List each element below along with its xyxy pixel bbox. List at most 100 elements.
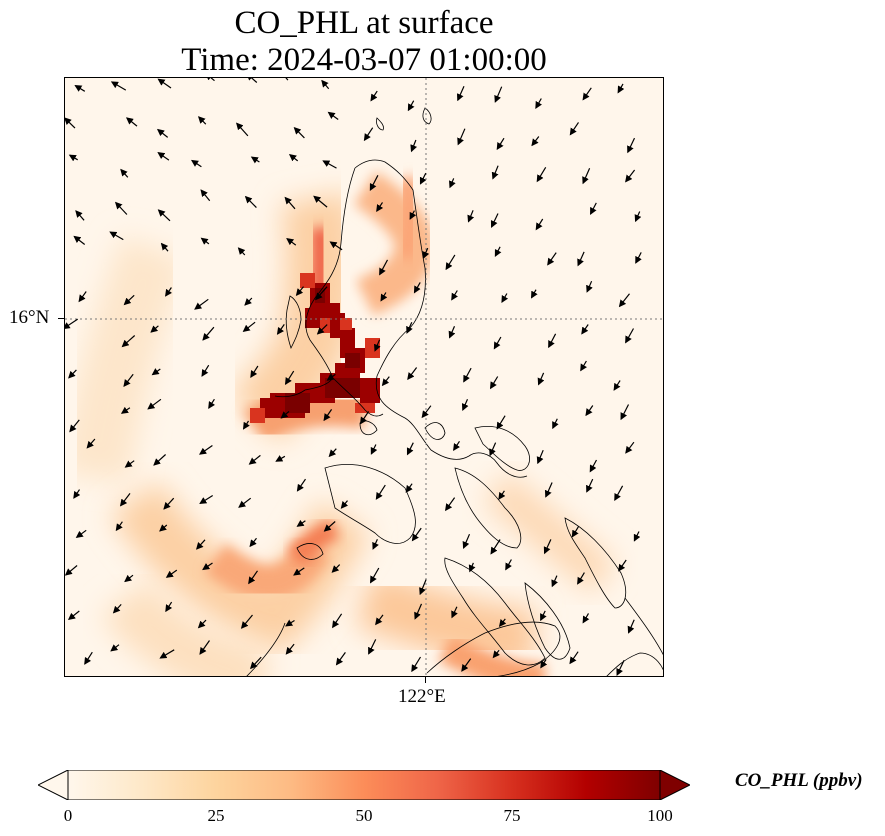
wind-arrow — [163, 497, 175, 510]
wind-arrow — [493, 336, 502, 350]
wind-arrow — [326, 373, 336, 381]
wind-arrow — [494, 246, 502, 257]
wind-arrow — [370, 567, 380, 584]
wind-arrow — [406, 321, 413, 334]
wind-arrow — [124, 574, 134, 583]
wind-arrow — [407, 100, 415, 112]
wind-arrow — [456, 86, 465, 102]
wind-arrow — [147, 398, 162, 410]
wind-arrow — [244, 195, 257, 209]
wind-arrow — [618, 559, 627, 572]
wind-arrow — [375, 614, 384, 626]
wind-arrow — [505, 559, 512, 571]
wind-arrow — [498, 490, 506, 500]
wind-arrow — [581, 324, 589, 335]
wind-arrow — [616, 659, 625, 676]
wind-arrow — [490, 539, 501, 555]
wind-arrow — [157, 152, 170, 161]
wind-arrow — [634, 211, 642, 223]
wind-arrow — [248, 570, 258, 585]
colorbar — [38, 770, 690, 800]
wind-arrow — [620, 404, 630, 421]
wind-arrow — [157, 209, 171, 222]
wind-arrow — [197, 619, 207, 629]
wind-arrow — [569, 651, 579, 665]
wind-arrow — [375, 484, 386, 500]
wind-arrow — [199, 445, 213, 455]
wind-arrow — [112, 603, 122, 614]
wind-arrow — [411, 656, 422, 673]
colorbar-title: CO_PHL (ppbv) — [735, 770, 863, 791]
wind-arrow — [409, 210, 417, 220]
wind-arrow — [65, 318, 79, 330]
wind-arrow — [618, 293, 630, 308]
wind-arrow — [242, 420, 250, 430]
wind-arrow — [120, 168, 129, 178]
colorbar-tick: 25 — [207, 806, 225, 825]
wind-arrow — [200, 237, 210, 245]
wind-arrow — [244, 297, 253, 306]
wind-arrow — [68, 154, 79, 162]
wind-arrow — [293, 567, 305, 576]
wind-arrow — [540, 659, 548, 669]
wind-arrow — [160, 242, 169, 252]
wind-arrow — [69, 419, 80, 433]
wind-arrow — [78, 291, 87, 303]
wind-arrow — [121, 335, 136, 348]
wind-arrow — [248, 454, 261, 465]
wind-arrow — [535, 98, 543, 109]
wind-arrow — [165, 569, 178, 578]
wind-arrow — [202, 562, 213, 571]
colorbar-tick: 0 — [63, 806, 73, 825]
wind-arrow — [614, 485, 624, 502]
wind-arrow — [238, 497, 252, 508]
wind-arrow — [453, 440, 461, 451]
wind-arrow — [586, 478, 594, 493]
wind-arrow — [531, 289, 538, 299]
wind-arrow — [124, 460, 135, 468]
wind-arrow — [114, 201, 128, 215]
wind-arrow — [335, 652, 346, 666]
wind-arrow — [449, 178, 456, 189]
wind-arrow — [191, 159, 202, 168]
wind-arrow — [448, 325, 456, 339]
wind-arrow — [407, 367, 418, 381]
wind-arrow — [165, 601, 173, 613]
wind-arrow — [551, 575, 558, 588]
wind-arrow — [151, 368, 161, 376]
wind-arrow — [372, 539, 379, 550]
wind-arrow — [286, 237, 297, 246]
wind-arrow — [585, 405, 594, 417]
wind-arrow — [110, 644, 120, 652]
wind-arrow — [159, 524, 168, 532]
wind-arrow — [205, 78, 215, 82]
wind-arrow — [374, 339, 381, 352]
wind-arrow — [329, 241, 343, 251]
wind-arrow — [285, 643, 295, 655]
map-panel — [64, 77, 664, 677]
wind-arrow — [359, 411, 370, 425]
wind-arrow — [246, 78, 258, 83]
wind-arrow — [65, 565, 78, 576]
wind-arrow — [199, 494, 214, 505]
wind-arrow — [419, 579, 427, 596]
wind-arrow — [406, 442, 414, 456]
wind-arrow — [544, 482, 553, 498]
wind-arrow — [123, 373, 134, 387]
map-title: CO_PHL at surface — [234, 5, 494, 41]
wind-arrow — [332, 613, 343, 629]
wind-arrow — [501, 293, 509, 304]
wind-arrow — [327, 111, 339, 120]
wind-arrow — [535, 218, 544, 231]
wind-arrow — [445, 497, 456, 512]
wind-arrow — [67, 610, 80, 621]
wind-arrow — [276, 324, 285, 335]
wind-arrow — [74, 84, 86, 92]
wind-arrow — [68, 369, 77, 379]
wind-arrow — [381, 376, 390, 387]
concentration-field — [65, 171, 618, 676]
wind-arrow — [492, 649, 500, 659]
wind-arrow — [159, 649, 175, 659]
wind-arrow — [370, 444, 378, 455]
wind-arrow — [150, 325, 159, 333]
